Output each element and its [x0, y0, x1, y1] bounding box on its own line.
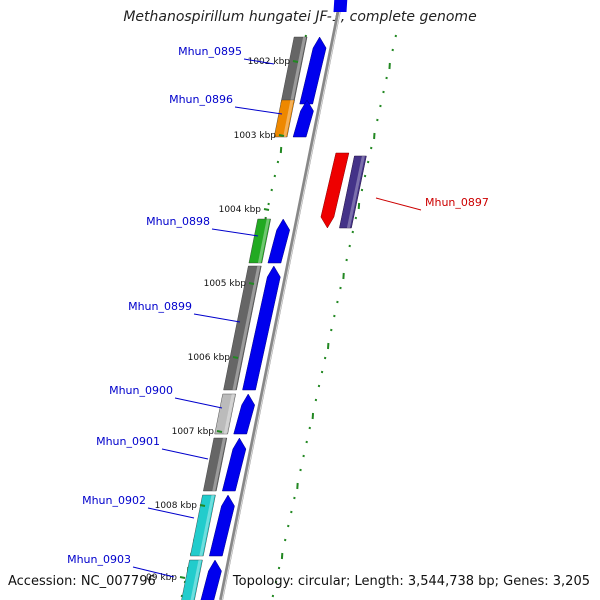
- label-leader: [375, 197, 422, 211]
- accession-label: Accession: NC_007796: [8, 574, 156, 589]
- gene-label[interactable]: Mhun_0895: [178, 45, 242, 58]
- label-leader: [161, 448, 209, 460]
- gene-mhun-0902[interactable]: [190, 494, 235, 557]
- gene-bar[interactable]: [214, 393, 236, 435]
- gene-bar[interactable]: [190, 494, 216, 557]
- gene-label[interactable]: Mhun_0901: [96, 435, 160, 448]
- gene-arrow[interactable]: [320, 152, 350, 229]
- topology-label: Topology: circular; Length: 3,544,738 bp…: [232, 574, 590, 589]
- gene-mhun-0896[interactable]: [273, 99, 314, 138]
- cds-arrow[interactable]: [299, 36, 327, 105]
- backbone-highlight: [221, 0, 343, 600]
- gene-mhun-0898[interactable]: [248, 218, 290, 264]
- gene-mhun-0900[interactable]: [214, 393, 255, 435]
- label-leader: [243, 58, 275, 65]
- label-leader: [234, 106, 283, 115]
- gene-mhun-0897[interactable]: [320, 152, 367, 229]
- kbp-tick-label: 1004 kbp: [219, 205, 262, 215]
- gene-bar-shine: [212, 438, 226, 491]
- gene-bar[interactable]: [273, 99, 295, 138]
- cds-bar-shine: [346, 156, 365, 228]
- top-cds-fragment: [333, 0, 348, 12]
- kbp-tick-label: 1005 kbp: [204, 279, 247, 289]
- gene-label[interactable]: Mhun_0896: [169, 93, 233, 106]
- gene-bar-shine: [223, 394, 235, 434]
- cds-arrow[interactable]: [208, 494, 235, 557]
- gene-bar[interactable]: [180, 559, 203, 600]
- label-leader: [174, 397, 223, 409]
- gene-label[interactable]: Mhun_0903: [67, 553, 131, 566]
- gene-label[interactable]: Mhun_0898: [146, 215, 210, 228]
- gene-bar-shine: [232, 266, 261, 390]
- cds-arrow[interactable]: [292, 99, 314, 138]
- cds-arrow[interactable]: [221, 437, 247, 492]
- kbp-tick-label: 1003 kbp: [234, 131, 277, 141]
- kbp-tick: [199, 504, 206, 507]
- gene-mhun-0895[interactable]: [280, 36, 327, 105]
- gene-bar-shine: [283, 100, 294, 137]
- kbp-tick: [248, 282, 255, 285]
- kbp-tick: [179, 576, 186, 579]
- label-leader: [147, 507, 195, 519]
- kbp-tick: [278, 134, 285, 137]
- kbp-tick: [292, 60, 299, 63]
- gene-mhun-0901[interactable]: [203, 437, 247, 492]
- cds-arrow[interactable]: [267, 218, 290, 264]
- gene-label[interactable]: Mhun_0899: [128, 300, 192, 313]
- ticks: 1002 kbp 1003 kbp 1004 kbp 1005 kbp 1006 kbp…: [146, 57, 299, 583]
- map-title: Methanospirillum hungatei JF-1, complete…: [123, 9, 477, 25]
- gene-bar-shine: [257, 219, 270, 263]
- kbp-tick: [216, 430, 223, 433]
- gene-bar-shine: [289, 37, 307, 104]
- gene-mhun-0903[interactable]: [180, 559, 222, 600]
- kbp-tick-label: 1002 kbp: [248, 57, 291, 67]
- backbone-line: [219, 0, 343, 600]
- kbp-tick: [263, 208, 270, 211]
- kbp-tick-label: 1007 kbp: [172, 427, 215, 437]
- cds-bar[interactable]: [339, 155, 367, 229]
- gene-bar[interactable]: [203, 437, 228, 492]
- label-leader: [132, 566, 175, 578]
- gene-bar[interactable]: [248, 218, 271, 264]
- gene-bar[interactable]: [223, 265, 262, 391]
- label-leader: [193, 313, 241, 323]
- cds-arrow[interactable]: [233, 393, 255, 435]
- kbp-tick-label: 1006 kbp: [188, 353, 231, 363]
- kbp-tick-label: 1008 kbp: [155, 501, 198, 511]
- gene-mhun-0899[interactable]: [223, 265, 281, 391]
- kbp-tick-label: 09 kbp: [146, 573, 177, 583]
- kbp-tick: [232, 356, 239, 359]
- cds-arrow[interactable]: [199, 559, 222, 600]
- gene-label[interactable]: Mhun_0902: [82, 494, 146, 507]
- cds-arrow[interactable]: [242, 265, 281, 391]
- gene-features: [180, 36, 367, 600]
- backbone: [219, 0, 348, 600]
- gene-label[interactable]: Mhun_0900: [109, 384, 173, 397]
- gene-bar-shine: [199, 495, 215, 556]
- label-leader: [211, 228, 259, 237]
- gene-bar-shine: [190, 560, 202, 600]
- gene-labels: Mhun_0895 Mhun_0896 Mhun_0897 Mhun_0898 Mhun…: [67, 45, 489, 578]
- gene-label[interactable]: Mhun_0897: [425, 196, 489, 209]
